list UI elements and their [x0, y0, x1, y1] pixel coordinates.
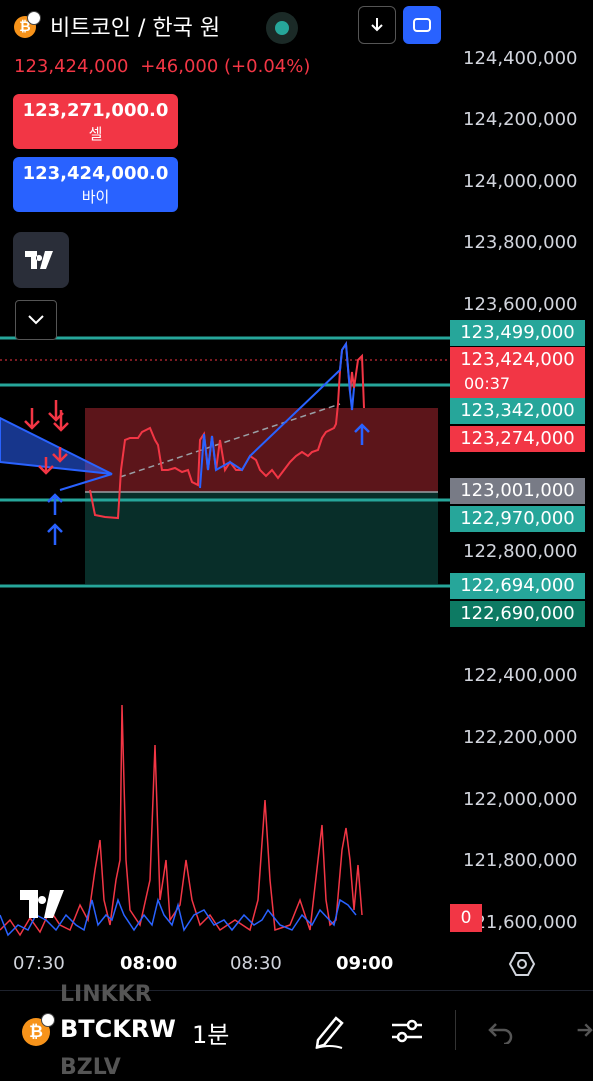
ghost-symbol-below: BZLV	[60, 1055, 121, 1080]
trend-dashed-line	[119, 403, 341, 478]
bitcoin-icon: ₿	[14, 11, 41, 38]
price-axis-label: 124,400,000	[463, 48, 578, 69]
price-axis-label: 123,600,000	[463, 294, 578, 315]
buy-button[interactable]: 123,424,000.0 바이	[13, 157, 178, 212]
volume-series-blue	[0, 897, 357, 937]
sell-signal-arrows	[24, 400, 69, 475]
price-axis-label: 122,800,000	[463, 541, 578, 562]
buy-price: 123,424,000.0	[22, 163, 169, 184]
volume-last-value: 0	[450, 904, 482, 932]
sell-price: 123,271,000.0	[22, 100, 169, 121]
time-axis-label: 08:30	[230, 953, 282, 974]
level-tag-7[interactable]: 122,690,000	[450, 601, 585, 627]
level-tag-1[interactable]: 123,499,000	[450, 320, 585, 346]
price-series	[89, 341, 365, 520]
live-status-icon	[266, 12, 298, 44]
stop-loss-zone	[85, 408, 438, 492]
fullscreen-button[interactable]	[403, 6, 441, 44]
chevron-down-icon	[28, 315, 44, 325]
toolbar-separator	[455, 1010, 456, 1050]
price-axis-label: 124,200,000	[463, 109, 578, 130]
level-tag-5[interactable]: 122,970,000	[450, 506, 585, 532]
undo-icon[interactable]	[488, 1020, 514, 1044]
price-axis-label: 123,800,000	[463, 232, 578, 253]
sliders-icon[interactable]	[390, 1015, 424, 1047]
bitcoin-icon: ₿	[22, 1013, 55, 1046]
time-axis-label: 09:00	[336, 953, 394, 974]
buy-signal-arrows	[47, 423, 370, 545]
level-tag-3[interactable]: 123,274,000	[450, 426, 585, 452]
price-chart[interactable]	[0, 0, 593, 990]
time-axis-label: 07:30	[13, 953, 65, 974]
price-axis-label: 121,800,000	[463, 850, 578, 871]
level-tag-4[interactable]: 123,001,000	[450, 478, 585, 504]
interval-selector[interactable]: 1분	[192, 1021, 230, 1049]
symbol-title[interactable]: 비트코인 / 한국 원	[50, 16, 221, 41]
download-icon	[371, 18, 383, 32]
tradingview-logo-icon	[25, 251, 53, 269]
settings-hexagon-icon[interactable]	[508, 950, 536, 978]
redo-icon[interactable]	[568, 1020, 593, 1044]
level-tag-6[interactable]: 122,694,000	[450, 573, 585, 599]
price-change: +46,000 (+0.04%)	[140, 56, 311, 77]
wedge-extension	[59, 473, 113, 491]
take-profit-zone	[85, 492, 438, 584]
download-button[interactable]	[358, 6, 396, 44]
price-axis-label: 121,600,000	[463, 912, 578, 933]
chart-header: ₿ 비트코인 / 한국 원 123,424,000 +46,000 (+0.04…	[0, 0, 450, 95]
sell-button[interactable]: 123,271,000.0 셀	[13, 94, 178, 149]
tradingview-logo-button[interactable]	[13, 232, 69, 288]
level-tag-2[interactable]: 123,342,000	[450, 398, 585, 424]
candle-countdown: 00:37	[464, 374, 511, 393]
current-price-tag: 123,424,000 00:37	[450, 347, 585, 399]
price-axis-label: 122,400,000	[463, 665, 578, 686]
price-series-blue	[199, 341, 355, 489]
volume-series-red	[0, 704, 363, 937]
collapse-panel-button[interactable]	[15, 300, 57, 340]
sell-label: 셀	[88, 125, 103, 143]
tradingview-watermark-icon	[20, 890, 64, 918]
time-axis-label: 08:00	[120, 953, 178, 974]
current-price-value: 123,424,000	[460, 349, 575, 370]
wedge-drawing	[0, 416, 113, 475]
price-axis-label: 122,000,000	[463, 789, 578, 810]
pencil-icon[interactable]	[312, 1012, 346, 1050]
ghost-symbol-above: LINKKR	[60, 982, 152, 1007]
symbol-selector[interactable]: BTCKRW	[60, 1015, 176, 1043]
fullscreen-icon	[413, 18, 431, 32]
price-axis-label: 124,000,000	[463, 171, 578, 192]
price-axis-label: 122,200,000	[463, 727, 578, 748]
last-price: 123,424,000	[14, 56, 129, 77]
buy-label: 바이	[81, 188, 110, 206]
price-summary: 123,424,000 +46,000 (+0.04%)	[14, 56, 310, 77]
